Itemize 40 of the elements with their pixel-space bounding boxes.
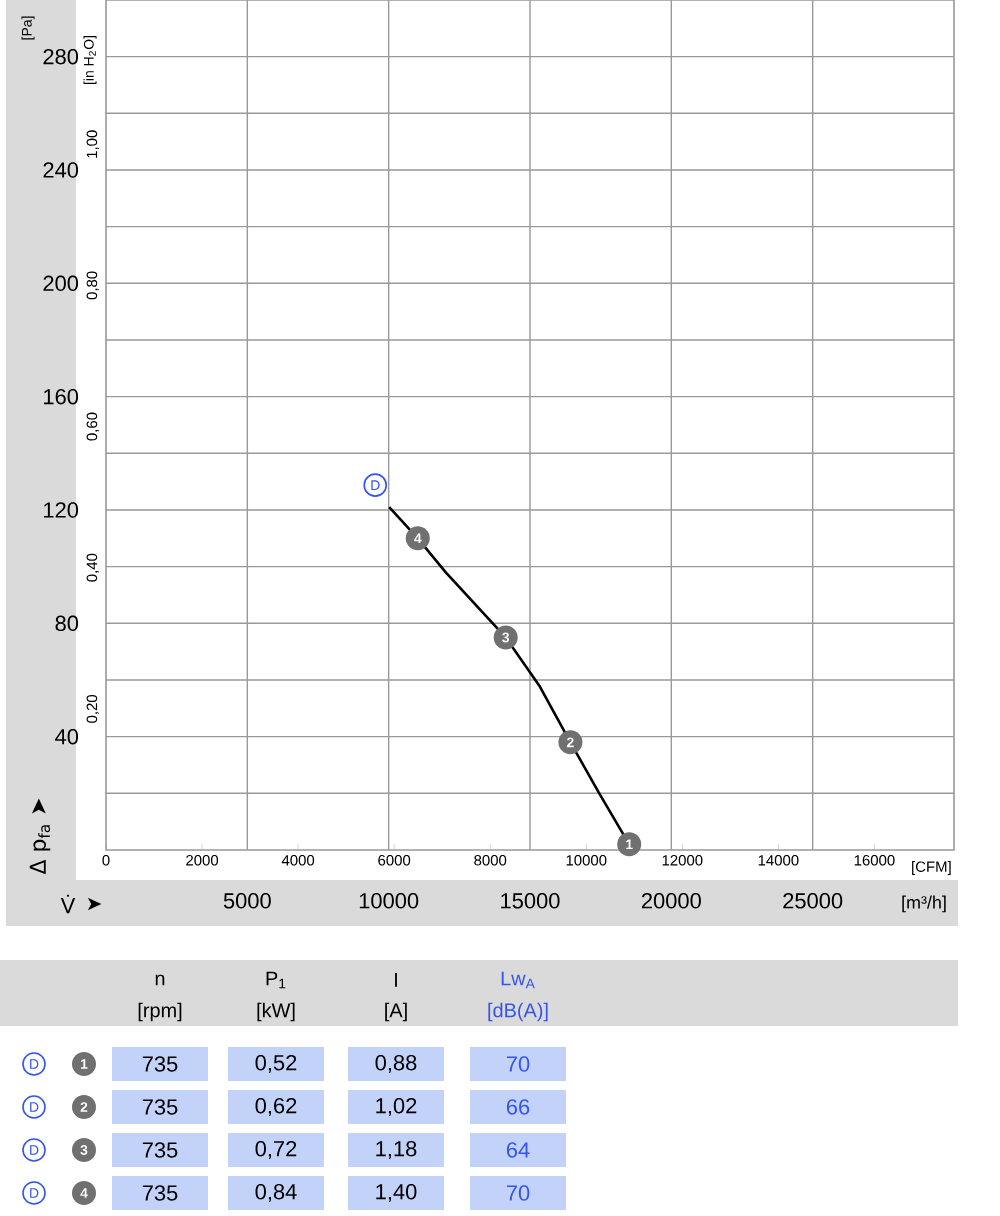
text: 1,18 [376, 1140, 417, 1160]
text: 735 [142, 1142, 178, 1158]
text: [kW] [257, 1002, 295, 1022]
x-tick-label: 25000 [783, 893, 843, 909]
x-tick-label: 15000 [501, 893, 560, 909]
text: 0,52 [255, 1054, 297, 1074]
y-tick-label: 160 [44, 388, 79, 405]
text: 735 [142, 1056, 178, 1072]
x-axis-title: [m³/h] [902, 895, 946, 913]
text: 0,84 [255, 1183, 297, 1203]
x-tick-label: 20000 [641, 893, 701, 909]
text: 0,62 [255, 1097, 297, 1117]
text: 735 [142, 1185, 178, 1201]
text: Δ p$_{fa}$ ➤ [29, 798, 51, 875]
text: V̇ [60, 894, 76, 914]
y-tick-label: 280 [43, 48, 79, 65]
y-tick-label: 120 [44, 502, 79, 518]
text: 1,02 [376, 1097, 417, 1117]
text: [A] [385, 1002, 407, 1022]
y-tick-label: 240 [43, 162, 79, 178]
x-tick-label: 10000 [359, 893, 419, 909]
text: Lw$_{A}$ [501, 971, 535, 989]
y-tick-label: 200 [43, 275, 79, 292]
text: ➤ [87, 897, 102, 911]
text: 64 [506, 1142, 530, 1158]
text: 735 [142, 1099, 178, 1115]
text: n [155, 974, 165, 986]
text: 0,72 [255, 1140, 297, 1160]
text: 0,88 [375, 1054, 417, 1074]
text: 66 [506, 1099, 530, 1115]
text: [rpm] [138, 1002, 182, 1022]
text: 70 [506, 1056, 530, 1072]
y-tick-label: 80 [55, 615, 79, 632]
text: [dB(A)] [488, 1002, 548, 1022]
y-tick-label: 40 [55, 728, 79, 745]
text: I [395, 973, 397, 987]
x-tick-label: 5000 [223, 893, 271, 909]
text: 1,40 [376, 1183, 417, 1203]
text: 70 [506, 1185, 530, 1201]
text: P$_{1}$ [266, 971, 286, 989]
